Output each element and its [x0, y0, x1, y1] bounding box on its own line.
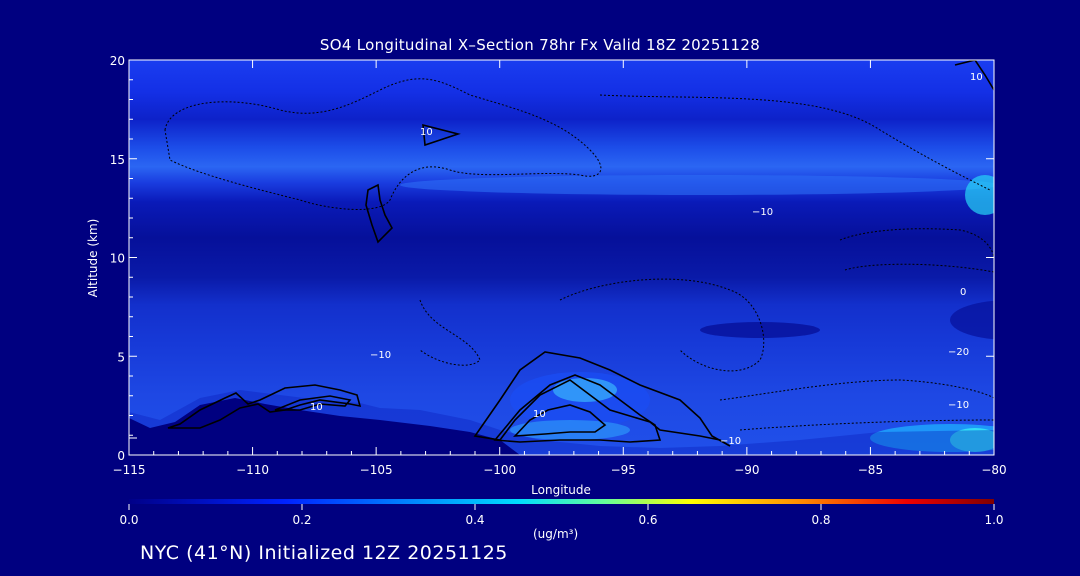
colorbar-units: (ug/m³): [533, 527, 579, 541]
contours-dotted: [164, 78, 994, 431]
x-tick-label: −100: [483, 463, 516, 477]
x-tick-label: −95: [611, 463, 636, 477]
chart-title: SO4 Longitudinal X–Section 78hr Fx Valid…: [319, 36, 761, 54]
y-tick-label: 0: [117, 449, 125, 463]
x-tick-label: −85: [858, 463, 883, 477]
x-axis-label: Longitude: [531, 483, 591, 497]
y-axis-label: Altitude (km): [86, 219, 100, 298]
x-axis: −115 −110 −105 −100 −95 −90 −85 −80: [113, 60, 1007, 477]
contour-label: −10: [720, 436, 741, 447]
y-axis: 0 5 10 15 20: [110, 54, 994, 463]
y-tick-label: 15: [110, 153, 125, 167]
contour-labels: 10 10 10 10 −10 −10 −20 −10 0 −10: [310, 72, 983, 447]
contours-solid: [167, 60, 994, 447]
contour-label: −10: [370, 350, 391, 361]
y-tick-label: 5: [117, 350, 125, 364]
x-tick-label: −90: [734, 463, 759, 477]
colorbar-tick-label: 0.8: [811, 513, 830, 527]
footer-caption: NYC (41°N) Initialized 12Z 20251125: [140, 542, 508, 564]
contour-label: 10: [970, 72, 983, 83]
x-tick-label: −110: [236, 463, 269, 477]
contour-label: −10: [948, 400, 969, 411]
y-tick-label: 10: [110, 252, 125, 266]
contour-label: 10: [420, 127, 433, 138]
colorbar-strip: [129, 499, 994, 504]
colorbar: 0.0 0.2 0.4 0.6 0.8 1.0: [119, 499, 1004, 527]
x-tick-label: −80: [981, 463, 1006, 477]
colorbar-tick-label: 0.4: [465, 513, 484, 527]
x-tick-label: −105: [360, 463, 393, 477]
contour-label: −20: [948, 347, 969, 358]
colorbar-ticks: 0.0 0.2 0.4 0.6 0.8 1.0: [119, 504, 1004, 527]
contour-label: 0: [960, 287, 966, 298]
contour-label: 10: [533, 409, 546, 420]
x-tick-label: −115: [113, 463, 146, 477]
colorbar-tick-label: 0.2: [292, 513, 311, 527]
terrain-mask: [129, 398, 520, 455]
y-tick-label: 20: [110, 54, 125, 68]
colorbar-tick-label: 1.0: [984, 513, 1003, 527]
contour-label: −10: [752, 207, 773, 218]
colorbar-tick-label: 0.0: [119, 513, 138, 527]
colorbar-tick-label: 0.6: [638, 513, 657, 527]
contour-label: 10: [310, 402, 323, 413]
